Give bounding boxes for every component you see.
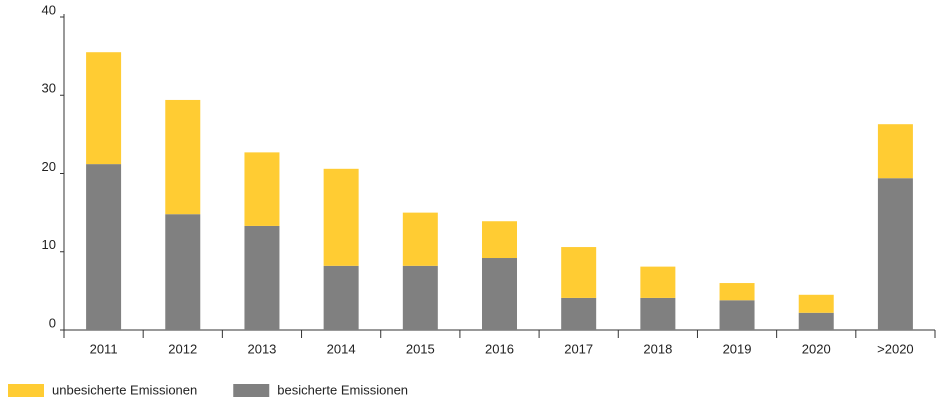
bar-segment [719,283,755,301]
bar-segment [482,221,517,259]
bar-segment [244,152,280,226]
y-tick-label: 10 [42,237,56,252]
x-tick-label: 2015 [406,341,435,356]
bar-segment [877,124,913,179]
y-tick-label: 0 [49,315,56,330]
legend-swatch [8,384,44,397]
x-tick-label: 2014 [327,341,356,356]
y-tick-label: 30 [42,81,56,96]
bar-segment [798,294,834,313]
bar-segment [165,99,201,215]
bar-segment [640,266,676,298]
bar-segment [482,258,517,330]
bar-segment [323,168,359,266]
legend-label: besicherte Emissionen [277,382,408,397]
legend-swatch [233,384,270,397]
x-tick-label: 2013 [247,341,276,356]
bar-segment [86,52,122,165]
bar-segment [165,214,201,330]
bar-segment [877,178,913,330]
x-tick-label: 2020 [802,341,831,356]
x-tick-label: 2012 [168,341,197,356]
bar-segment [402,265,438,330]
legend-label: unbesicherte Emissionen [52,382,197,397]
x-tick-label: 2018 [643,341,672,356]
bar-segment [561,247,597,298]
bar-segment [244,225,280,330]
bar-segment [798,312,834,330]
x-tick-label: 2019 [723,341,752,356]
y-tick-label: 20 [42,159,56,174]
bar-segment [561,297,597,330]
bar-segment [86,164,122,330]
x-tick-label: 2016 [485,341,514,356]
bar-segment [323,265,359,330]
x-tick-label: 2017 [564,341,593,356]
bar-segment [719,300,755,330]
x-tick-label: 2011 [90,341,118,356]
bar-segment [640,297,676,330]
y-tick-label: 40 [42,2,56,17]
bar-segment [402,212,438,266]
x-tick-label: >2020 [877,341,914,356]
